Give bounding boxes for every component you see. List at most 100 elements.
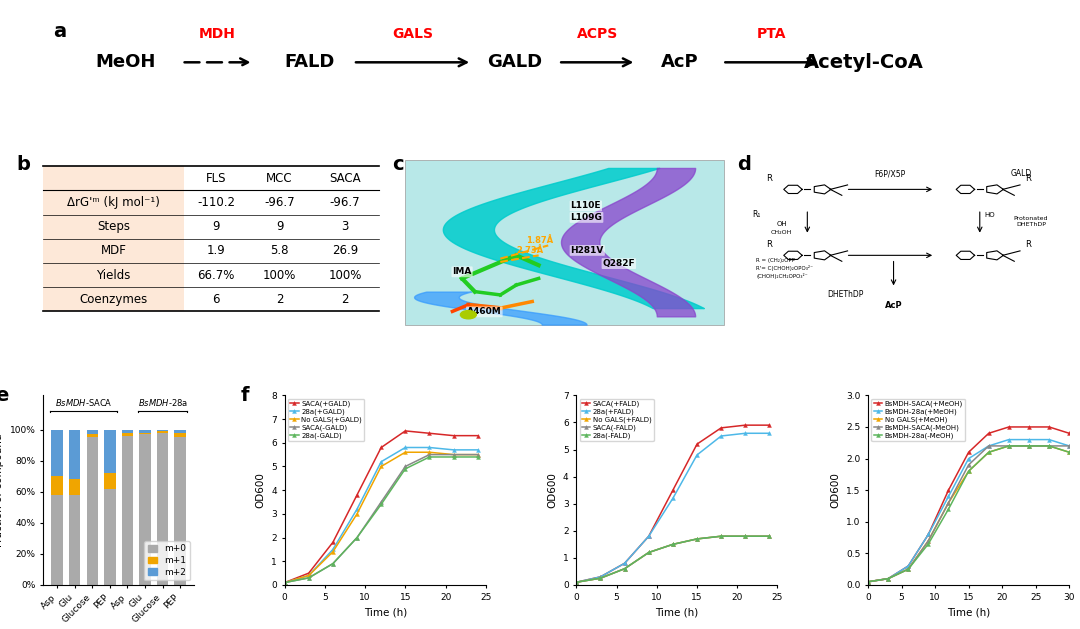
Text: FLS: FLS bbox=[205, 172, 226, 185]
SACA(-FALD) bbox=[690, 535, 703, 543]
Legend: SACA(+FALD), 28a(+FALD), No GALS(+FALD), SACA(-FALD), 28a(-FALD): SACA(+FALD), 28a(+FALD), No GALS(+FALD),… bbox=[580, 399, 653, 441]
X-axis label: Time (h): Time (h) bbox=[947, 607, 990, 617]
Text: OH: OH bbox=[777, 221, 787, 226]
28a(+FALD) bbox=[594, 573, 607, 581]
Bar bbox=[311, 263, 378, 287]
SACA(+GALD) bbox=[447, 432, 460, 440]
Y-axis label: Fraction of compound: Fraction of compound bbox=[0, 433, 4, 547]
BsMDH-SACA(-MeOH) bbox=[1002, 442, 1015, 450]
BsMDH-SACA(+MeOH) bbox=[942, 486, 955, 494]
SACA(+GALD) bbox=[471, 432, 484, 440]
No GALS(+GALD) bbox=[447, 451, 460, 459]
BsMDH-SACA(-MeOH) bbox=[962, 461, 975, 469]
BsMDH-SACA(+MeOH) bbox=[982, 430, 995, 437]
Text: MDH: MDH bbox=[199, 27, 237, 42]
Bar bbox=[139, 433, 151, 434]
BsMDH-SACA(+MeOH) bbox=[902, 562, 915, 570]
Bar bbox=[52, 476, 63, 495]
Bar bbox=[175, 437, 186, 585]
BsMDH-28a(+MeOH) bbox=[962, 455, 975, 462]
BsMDH-28a(+MeOH) bbox=[1002, 436, 1015, 443]
Bar bbox=[86, 430, 98, 434]
Bar bbox=[175, 430, 186, 433]
28a(+FALD) bbox=[715, 432, 728, 440]
BsMDH-SACA(+MeOH) bbox=[1063, 430, 1076, 437]
Text: AcP: AcP bbox=[885, 301, 903, 310]
Bar bbox=[311, 166, 378, 191]
28a(-GALD) bbox=[302, 574, 315, 582]
Text: 2.73Å: 2.73Å bbox=[516, 246, 543, 255]
BsMDH-SACA(+MeOH) bbox=[922, 531, 935, 538]
28a(-GALD) bbox=[326, 560, 339, 567]
SACA(+FALD) bbox=[618, 560, 631, 567]
Text: 1.9: 1.9 bbox=[206, 245, 226, 257]
28a(-FALD) bbox=[690, 535, 703, 543]
Text: A460M: A460M bbox=[467, 308, 502, 316]
Bar bbox=[157, 430, 168, 431]
Text: R: R bbox=[1025, 174, 1030, 183]
X-axis label: Time (h): Time (h) bbox=[364, 607, 407, 617]
Bar bbox=[104, 473, 116, 489]
28a(-FALD) bbox=[594, 574, 607, 582]
28a(-FALD) bbox=[618, 565, 631, 572]
Bar bbox=[247, 263, 311, 287]
Text: L109G: L109G bbox=[570, 213, 603, 222]
BsMDH-SACA(+MeOH) bbox=[962, 448, 975, 456]
Text: 66.7%: 66.7% bbox=[198, 269, 234, 282]
Circle shape bbox=[460, 311, 476, 319]
Bar bbox=[311, 239, 378, 263]
SACA(-GALD) bbox=[302, 574, 315, 582]
Text: 5.8: 5.8 bbox=[270, 245, 288, 257]
BsMDH-SACA(-MeOH) bbox=[881, 575, 894, 582]
SACA(-GALD) bbox=[326, 560, 339, 567]
28a(-GALD) bbox=[471, 454, 484, 461]
SACA(-GALD) bbox=[471, 451, 484, 459]
BsMDH-28a(+MeOH) bbox=[1042, 436, 1055, 443]
Bar bbox=[43, 191, 184, 214]
Text: CH₂OH: CH₂OH bbox=[771, 230, 793, 235]
BsMDH-SACA(-MeOH) bbox=[942, 499, 955, 506]
Bar bbox=[175, 433, 186, 437]
28a(+GALD) bbox=[447, 446, 460, 454]
BsMDH-28a(-MeOH) bbox=[881, 575, 894, 582]
BsMDH-SACA(+MeOH) bbox=[862, 578, 875, 586]
28a(+GALD) bbox=[351, 505, 364, 513]
Text: MCC: MCC bbox=[267, 172, 293, 185]
Bar bbox=[52, 495, 63, 585]
SACA(+FALD) bbox=[715, 424, 728, 431]
SACA(-FALD) bbox=[739, 532, 752, 540]
BsMDH-28a(-MeOH) bbox=[942, 505, 955, 513]
Text: IMA: IMA bbox=[453, 267, 472, 276]
No GALS(+FALD) bbox=[618, 565, 631, 572]
Bar bbox=[139, 434, 151, 585]
28a(-GALD) bbox=[423, 454, 436, 461]
28a(-GALD) bbox=[399, 465, 411, 472]
SACA(-FALD) bbox=[594, 574, 607, 582]
Text: DHEThDP: DHEThDP bbox=[827, 289, 864, 299]
SACA(-GALD) bbox=[447, 451, 460, 459]
SACA(-GALD) bbox=[279, 579, 292, 586]
Text: MeOH: MeOH bbox=[95, 53, 156, 71]
No GALS(+MeOH) bbox=[982, 448, 995, 456]
No GALS(+FALD) bbox=[715, 532, 728, 540]
Text: Protonated
DHEThDP: Protonated DHEThDP bbox=[1014, 216, 1048, 226]
Text: R = (CH₂)₂OPP: R = (CH₂)₂OPP bbox=[756, 258, 795, 263]
SACA(+GALD) bbox=[423, 430, 436, 437]
Bar bbox=[69, 495, 80, 585]
No GALS(+GALD) bbox=[471, 451, 484, 459]
28a(+FALD) bbox=[643, 532, 656, 540]
No GALS(+FALD) bbox=[690, 535, 703, 543]
Bar bbox=[311, 287, 378, 311]
No GALS(+MeOH) bbox=[962, 467, 975, 475]
No GALS(+FALD) bbox=[739, 532, 752, 540]
Bar bbox=[139, 430, 151, 433]
Text: (CHOH)₂CH₂OPO₃²⁻: (CHOH)₂CH₂OPO₃²⁻ bbox=[756, 274, 808, 279]
BsMDH-28a(+MeOH) bbox=[862, 578, 875, 586]
Text: HO: HO bbox=[984, 213, 995, 218]
BsMDH-28a(+MeOH) bbox=[881, 575, 894, 582]
Bar bbox=[184, 166, 247, 191]
BsMDH-28a(-MeOH) bbox=[902, 565, 915, 573]
SACA(+GALD) bbox=[375, 443, 388, 451]
SACA(+GALD) bbox=[302, 569, 315, 577]
BsMDH-28a(-MeOH) bbox=[1042, 442, 1055, 450]
